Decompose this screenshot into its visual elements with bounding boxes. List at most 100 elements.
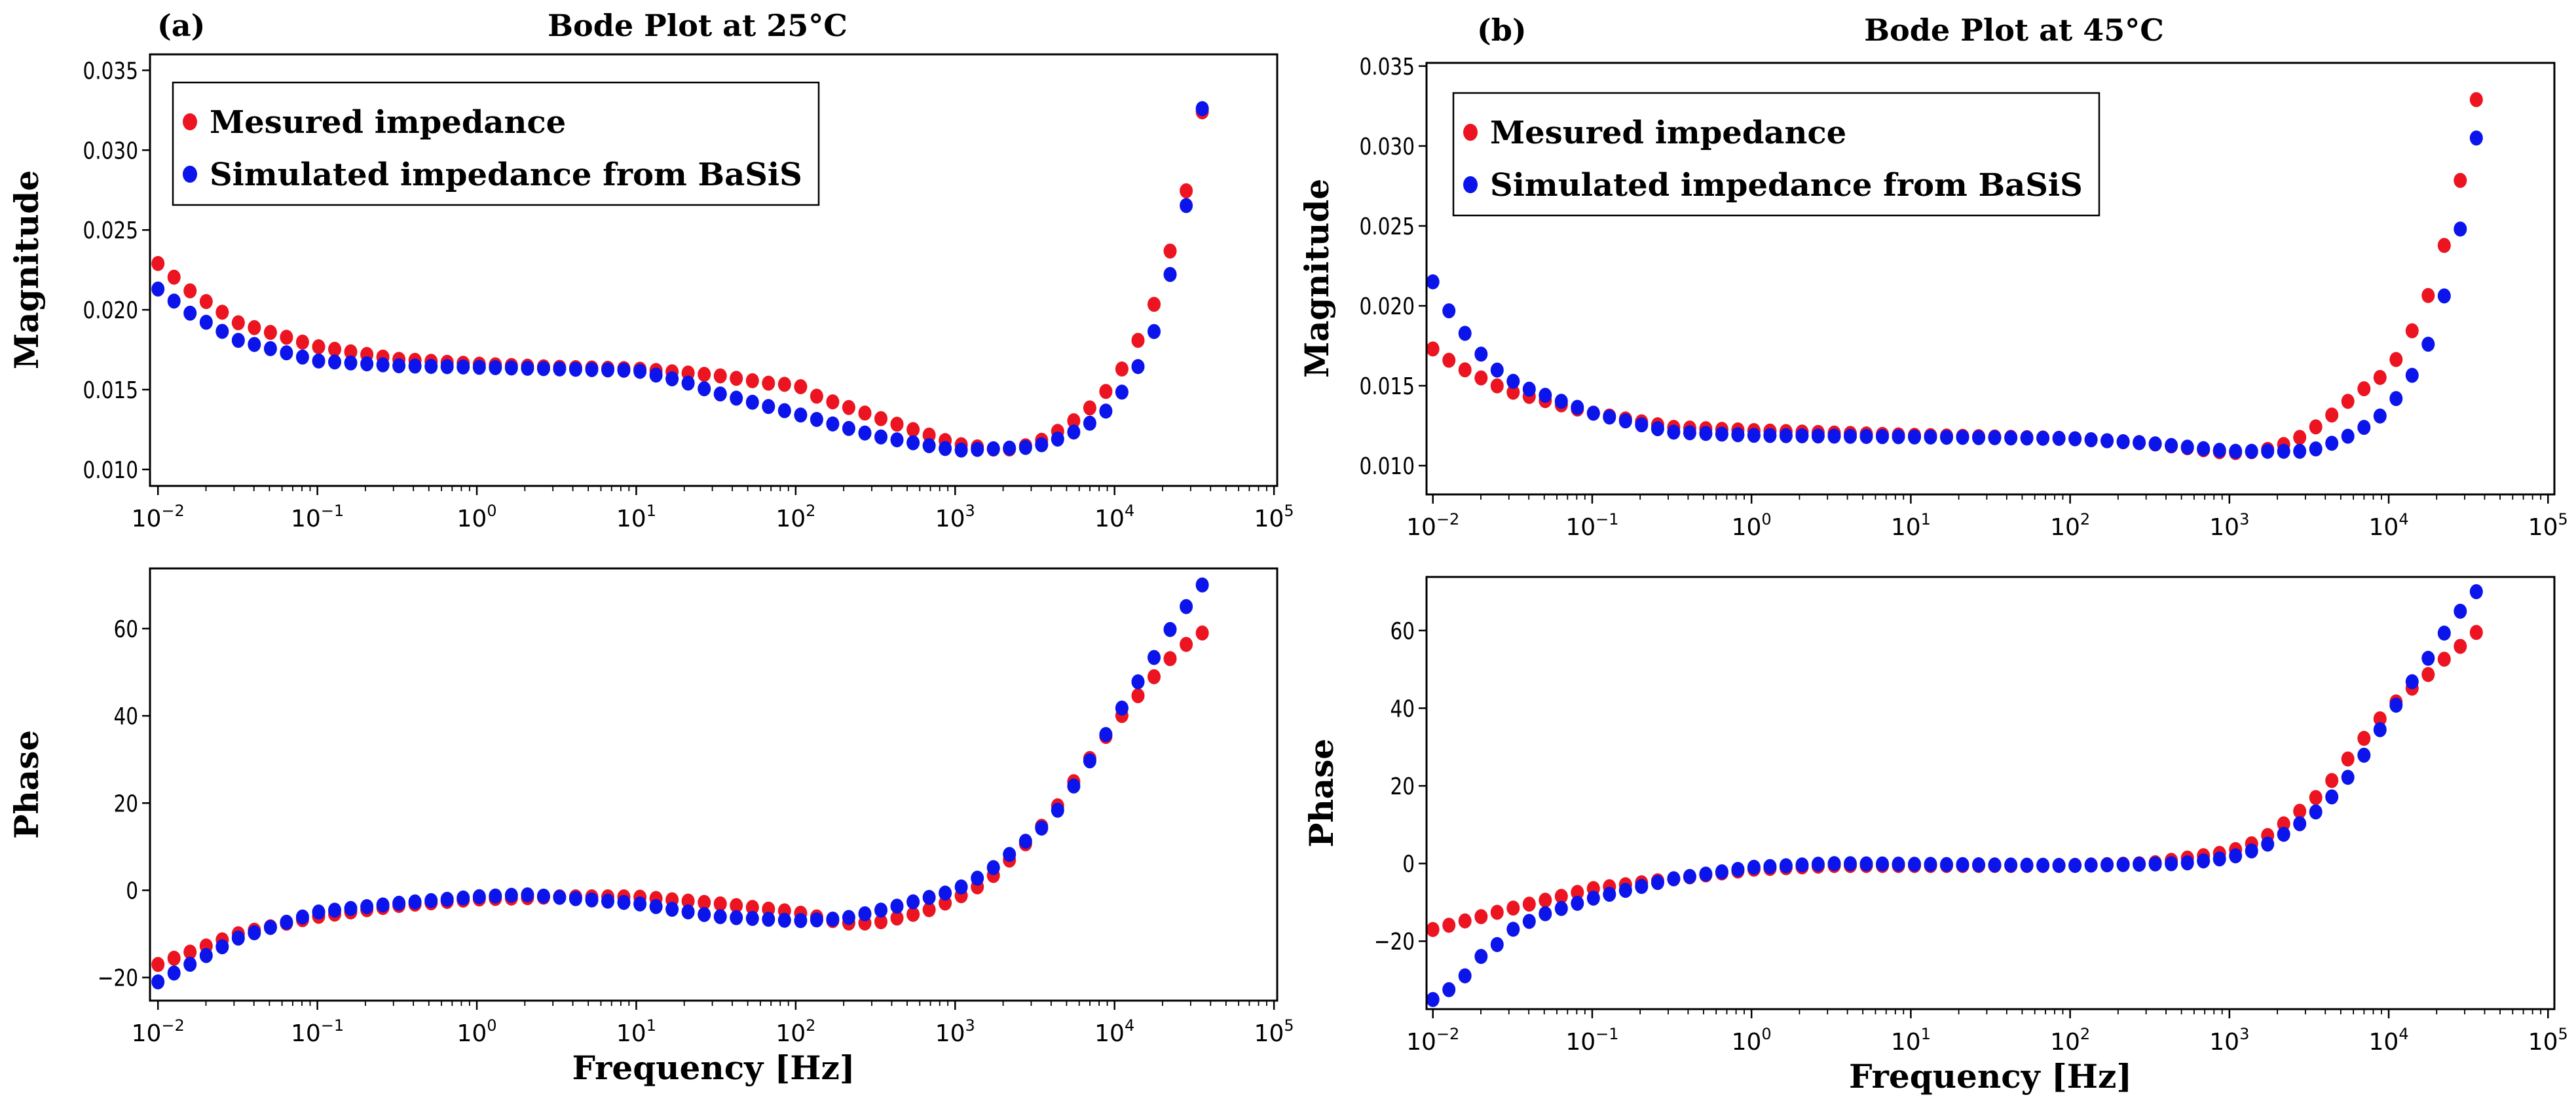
data-point xyxy=(2357,420,2371,435)
data-point xyxy=(504,887,518,903)
y-tick-label: 0.035 xyxy=(1360,52,1415,81)
data-point xyxy=(713,909,727,925)
data-point xyxy=(1844,856,1857,872)
data-point xyxy=(1522,914,1536,929)
data-point xyxy=(1083,415,1096,431)
data-point xyxy=(376,897,390,913)
data-point xyxy=(1892,429,1905,445)
data-point xyxy=(890,416,904,432)
legend: Mesured impedance Simulated impedance fro… xyxy=(1452,92,2100,217)
data-point xyxy=(1506,384,1520,400)
x-tick-exponent: 4 xyxy=(1125,1016,1134,1035)
x-tick-label: 105 xyxy=(1254,1016,1294,1047)
data-point xyxy=(2325,435,2339,451)
data-point xyxy=(2052,430,2066,446)
data-point xyxy=(1003,847,1017,862)
data-point xyxy=(2421,667,2435,682)
legend-entry: Simulated impedance from BaSiS xyxy=(1490,167,2083,204)
data-point xyxy=(2052,858,2066,873)
data-point xyxy=(1035,437,1049,453)
data-point xyxy=(2293,816,2307,832)
data-point xyxy=(2454,638,2467,654)
data-point xyxy=(1715,426,1728,442)
data-point xyxy=(1859,429,1873,444)
y-tick-label: 0.015 xyxy=(1360,372,1415,400)
x-tick-base: 10 xyxy=(775,506,806,532)
y-tick-label: 40 xyxy=(113,702,138,730)
data-point xyxy=(312,339,326,354)
data-point xyxy=(569,361,582,377)
data-point xyxy=(2277,443,2290,459)
x-tick-base: 10 xyxy=(1254,506,1284,532)
x-tick-base: 10 xyxy=(1732,514,1762,541)
data-point xyxy=(183,944,197,960)
data-point xyxy=(810,412,823,427)
data-point xyxy=(986,860,1000,876)
data-point xyxy=(1924,857,1937,872)
data-point xyxy=(1603,887,1616,902)
data-point xyxy=(1667,871,1681,887)
data-point xyxy=(2437,238,2451,253)
x-tick-base: 10 xyxy=(616,1020,646,1047)
data-point xyxy=(1115,700,1129,716)
data-point xyxy=(1051,432,1064,447)
data-point xyxy=(199,948,213,963)
x-tick-label: 104 xyxy=(1094,502,1134,532)
data-point xyxy=(713,368,727,384)
data-point xyxy=(231,333,245,348)
data-point xyxy=(2437,288,2451,304)
data-point xyxy=(826,912,840,927)
y-tick-label: 0.010 xyxy=(83,456,138,484)
data-point xyxy=(553,361,567,377)
data-point xyxy=(842,910,855,925)
x-tick-base: 10 xyxy=(1406,514,1436,541)
data-point xyxy=(2116,434,2130,449)
data-point xyxy=(1163,243,1177,259)
y-tick-label: 20 xyxy=(1390,772,1415,800)
data-point xyxy=(215,939,229,955)
data-point xyxy=(858,405,872,421)
data-point xyxy=(1442,303,1456,319)
data-point xyxy=(1115,384,1129,400)
x-tick-base: 10 xyxy=(2369,514,2399,541)
data-point xyxy=(1067,413,1081,428)
y-tick-label: 60 xyxy=(113,615,138,643)
data-point xyxy=(890,910,904,926)
x-tick-exponent: 5 xyxy=(2558,1025,2568,1043)
y-tick-label: 40 xyxy=(1390,695,1415,723)
data-point xyxy=(842,420,855,436)
legend-marker-measured xyxy=(183,113,197,130)
data-point xyxy=(681,893,695,909)
data-point xyxy=(1035,821,1049,836)
data-point xyxy=(183,957,197,972)
data-point xyxy=(2325,789,2339,805)
data-point xyxy=(1571,895,1584,911)
y-tick-label: 0.020 xyxy=(83,296,138,324)
data-point xyxy=(1635,417,1649,433)
y-tick-label: 0.025 xyxy=(1360,212,1415,240)
data-point xyxy=(1083,753,1096,769)
data-point xyxy=(874,914,887,929)
data-point xyxy=(2437,652,2451,667)
data-point xyxy=(1018,439,1032,455)
axes-frame xyxy=(1425,62,2556,496)
data-point xyxy=(906,906,920,922)
axes-frame xyxy=(149,567,1279,1002)
x-tick-base: 10 xyxy=(457,1020,487,1047)
data-point xyxy=(328,341,341,357)
data-point xyxy=(1554,889,1568,904)
data-point xyxy=(1474,370,1488,386)
data-point xyxy=(489,360,502,375)
x-tick-base: 10 xyxy=(1094,1020,1125,1047)
data-point xyxy=(2197,853,2211,869)
data-point xyxy=(1474,346,1488,362)
data-point xyxy=(585,361,599,377)
data-point xyxy=(1795,857,1809,873)
data-point xyxy=(794,407,808,423)
data-point xyxy=(1131,359,1145,375)
data-point xyxy=(151,281,165,297)
data-point xyxy=(344,344,358,360)
data-point xyxy=(1195,101,1209,117)
data-point xyxy=(762,375,775,391)
